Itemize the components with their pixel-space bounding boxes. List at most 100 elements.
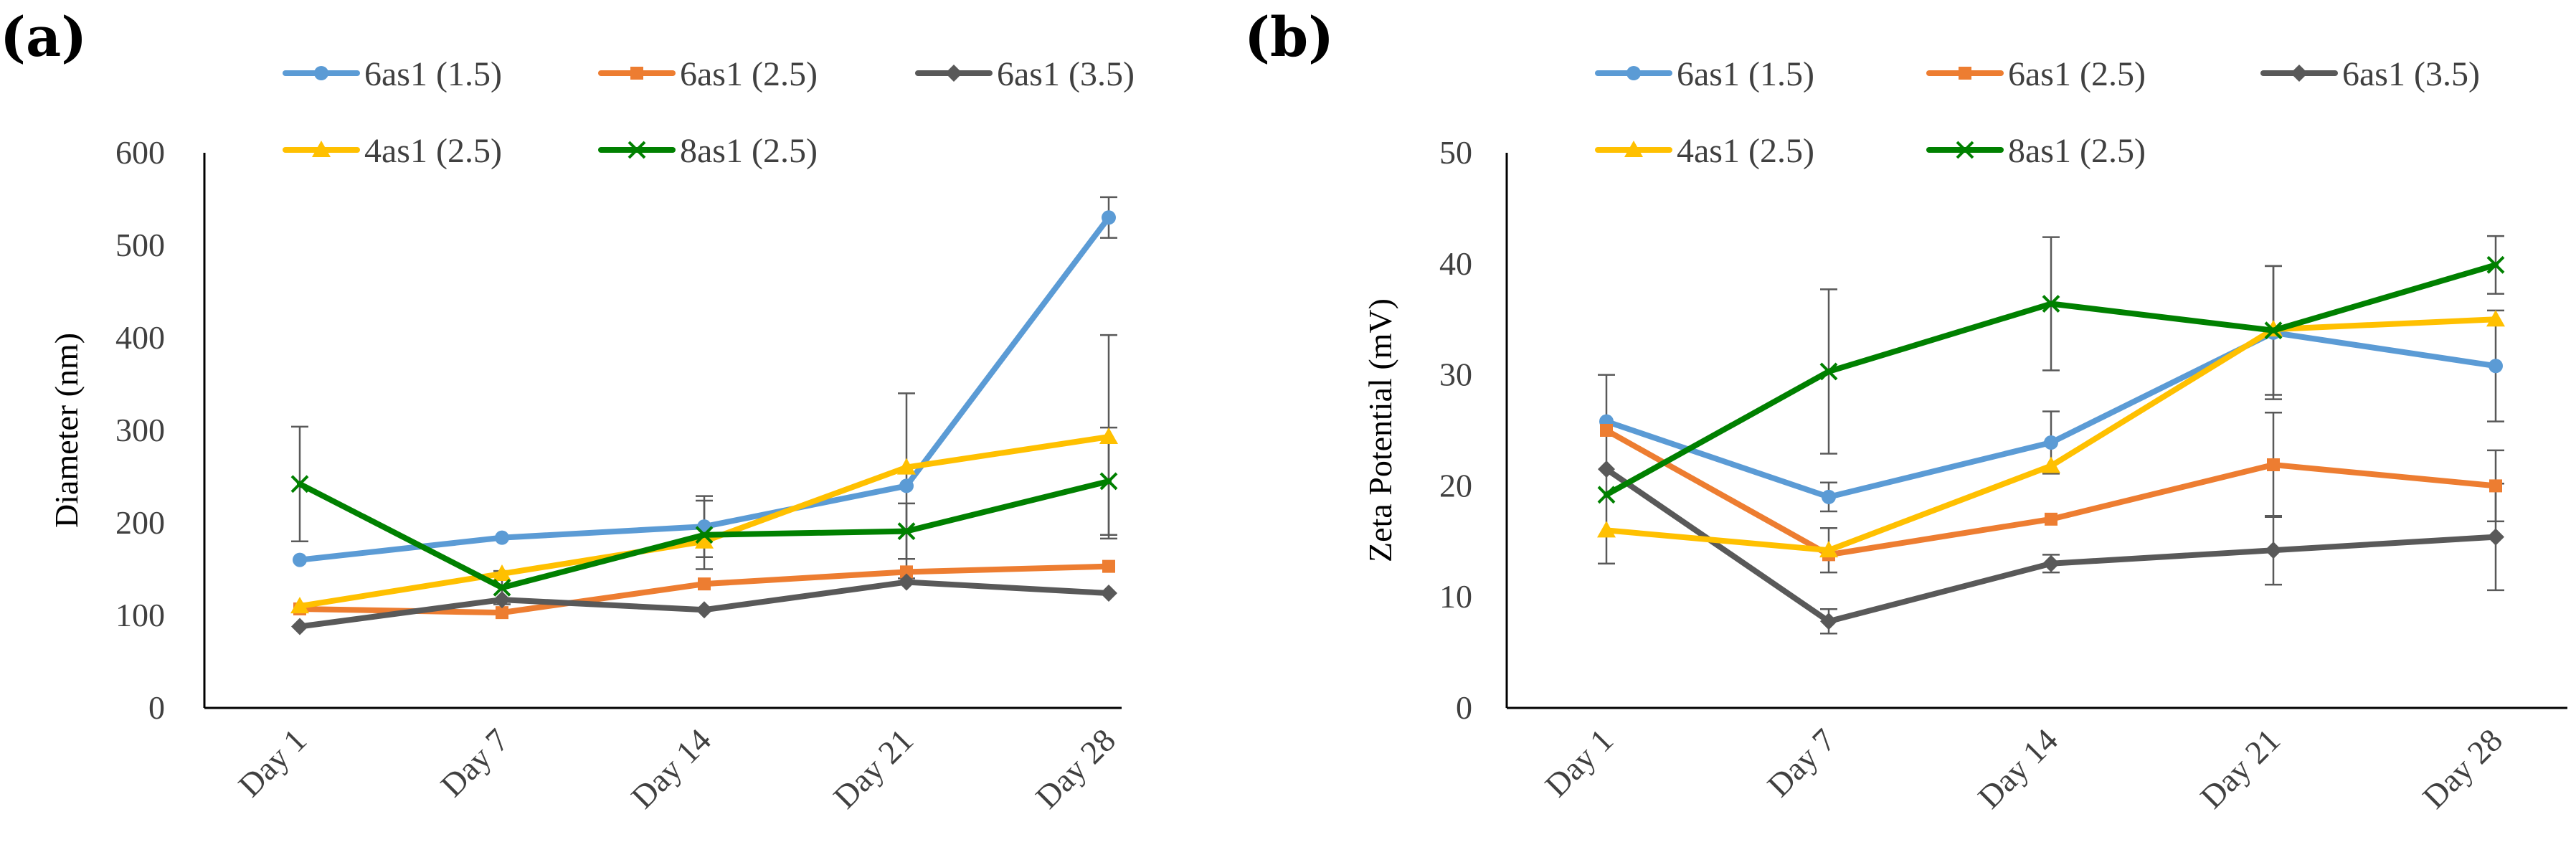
y-tick-label: 200 <box>115 504 165 541</box>
legend-label: 6as1 (1.5) <box>364 55 502 93</box>
data-point <box>493 564 511 581</box>
y-tick-label: 400 <box>115 319 165 356</box>
y-tick-label: 40 <box>1439 245 1472 282</box>
data-point <box>493 591 511 609</box>
data-point <box>1597 521 1616 538</box>
x-tick-label: Day 1 <box>231 722 313 804</box>
panel-b: (b) Zeta Potential (mV) 0 10 20 30 40 50 Day … <box>1244 5 2567 816</box>
x-tick-label: Day 14 <box>624 722 718 816</box>
x-tick-label: Day 7 <box>1760 722 1842 804</box>
legend-item: 6as1 (2.5) <box>598 55 818 93</box>
y-tick-label: 100 <box>115 597 165 633</box>
legend-item: 6as1 (1.5) <box>1595 55 1814 93</box>
data-point <box>2044 435 2058 450</box>
data-point <box>293 552 307 567</box>
y-axis-label-b: Zeta Potential (mV) <box>1362 298 1398 562</box>
legend-label: 4as1 (2.5) <box>364 132 502 170</box>
data-point <box>2489 479 2502 493</box>
y-tick-label: 500 <box>115 227 165 263</box>
data-point <box>495 530 509 545</box>
legend-item: 8as1 (2.5) <box>598 132 818 170</box>
data-point <box>899 478 914 493</box>
legend-label: 6as1 (1.5) <box>1677 55 1814 93</box>
legend-item: 6as1 (3.5) <box>915 55 1135 93</box>
data-point <box>900 565 913 579</box>
legend-marker <box>945 65 962 82</box>
data-point <box>1102 559 1115 573</box>
x-tick-label: Day 28 <box>1028 722 1122 816</box>
legend-marker <box>2291 65 2308 82</box>
data-point <box>493 578 511 597</box>
y-tick-label: 0 <box>148 689 165 726</box>
panel-label-b: (b) <box>1244 5 1334 69</box>
data-point <box>1819 362 1838 381</box>
y-ticks-b: 0 10 20 30 40 50 <box>1439 134 1472 726</box>
plot-area-a <box>290 196 1118 635</box>
data-point <box>2042 554 2060 572</box>
data-point <box>2265 542 2282 559</box>
legend-item: 6as1 (3.5) <box>2260 55 2480 93</box>
data-point <box>2264 321 2283 340</box>
data-point <box>2042 456 2060 473</box>
legend-item: 6as1 (1.5) <box>283 55 502 93</box>
y-tick-label: 10 <box>1439 578 1472 615</box>
legend-label: 8as1 (2.5) <box>2008 132 2146 170</box>
y-tick-label: 600 <box>115 134 165 171</box>
data-point <box>291 618 308 635</box>
y-axis-label-a: Diameter (nm) <box>48 333 85 528</box>
legend-label: 6as1 (2.5) <box>2008 55 2146 93</box>
x-tick-label: Day 28 <box>2415 722 2509 816</box>
legend-label: 6as1 (2.5) <box>680 55 818 93</box>
data-point <box>2489 359 2503 374</box>
legend-marker <box>1624 141 1643 157</box>
legend-a: 6as1 (1.5) 6as1 (2.5) 6as1 (3.5) 4as1 (2.5)… <box>283 55 1135 170</box>
data-point <box>897 522 916 541</box>
x-tick-label: Day 14 <box>1971 722 2065 816</box>
legend-label: 6as1 (3.5) <box>997 55 1135 93</box>
x-tick-label: Day 21 <box>2193 722 2287 816</box>
x-tick-label: Day 7 <box>433 722 516 804</box>
data-point <box>1819 541 1838 558</box>
legend-marker <box>312 141 331 157</box>
data-point <box>898 573 915 591</box>
panel-label-a: (a) <box>0 5 87 69</box>
legend-item: 6as1 (2.5) <box>1926 55 2146 93</box>
y-tick-label: 0 <box>1456 689 1472 726</box>
data-point <box>290 597 309 614</box>
legend-label: 8as1 (2.5) <box>680 132 818 170</box>
data-point <box>2045 512 2058 526</box>
legend-marker <box>628 141 646 159</box>
series-line <box>1604 466 2499 625</box>
data-point <box>290 475 309 493</box>
data-point <box>1100 585 1117 602</box>
panel-a: (a) Diameter (nm) 0 100 200 300 400 500 600 Da… <box>0 5 1135 816</box>
y-tick-label: 20 <box>1439 467 1472 504</box>
data-point <box>2042 295 2060 313</box>
legend-marker <box>630 67 643 80</box>
data-point <box>2487 528 2504 546</box>
data-point <box>695 526 714 544</box>
data-point <box>1099 472 1118 491</box>
data-point <box>695 531 714 549</box>
data-point <box>2486 255 2505 274</box>
x-tick-label: Day 21 <box>826 722 920 816</box>
data-point <box>897 458 916 475</box>
y-tick-label: 30 <box>1439 356 1472 393</box>
x-ticks-a: Day 1 Day 7 Day 14 Day 21 Day 28 <box>231 722 1122 816</box>
legend-label: 4as1 (2.5) <box>1677 132 1814 170</box>
legend-label: 6as1 (3.5) <box>2342 55 2480 93</box>
y-tick-label: 300 <box>115 412 165 448</box>
data-point <box>1597 486 1616 504</box>
legend-marker <box>1959 67 1971 80</box>
legend-item: 4as1 (2.5) <box>283 132 502 170</box>
legend-marker <box>1626 66 1641 80</box>
y-ticks-a: 0 100 200 300 400 500 600 <box>115 134 165 726</box>
data-point <box>496 606 508 620</box>
plot-area-b <box>1597 235 2505 635</box>
legend-b: 6as1 (1.5) 6as1 (2.5) 6as1 (3.5) 4as1 (2.5)… <box>1595 55 2480 170</box>
legend-marker <box>1956 141 1974 159</box>
x-tick-label: Day 1 <box>1538 722 1620 804</box>
legend-item: 4as1 (2.5) <box>1595 132 1814 170</box>
data-point <box>1102 210 1116 225</box>
